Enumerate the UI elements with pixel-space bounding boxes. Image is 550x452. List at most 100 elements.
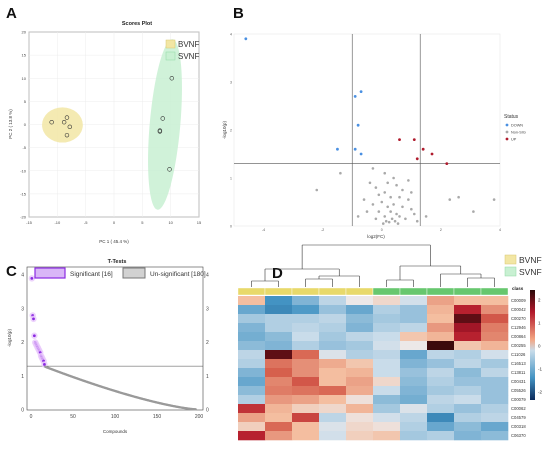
heatmap-cell bbox=[454, 386, 482, 396]
x-tick-label: -10 bbox=[54, 220, 61, 225]
heatmap-cell bbox=[454, 323, 482, 333]
nonsig-point bbox=[386, 181, 389, 185]
heatmap-cell bbox=[400, 341, 428, 351]
heatmap-cell bbox=[481, 422, 509, 432]
heatmap-cell bbox=[292, 350, 320, 360]
heatmap-cell bbox=[373, 422, 401, 432]
nonsig-point bbox=[377, 210, 381, 213]
class-bar-bvnf bbox=[237, 287, 266, 296]
heatmap-cell bbox=[238, 386, 266, 396]
x-tick-label: -5 bbox=[84, 220, 88, 225]
heatmap-cell bbox=[319, 305, 347, 315]
heatmap-cell bbox=[238, 341, 266, 351]
nonsig-point bbox=[315, 188, 319, 192]
heatmap-cell bbox=[292, 368, 320, 378]
heatmap-cell bbox=[265, 368, 293, 378]
x-tick-label: 50 bbox=[70, 414, 76, 420]
heatmap-cell bbox=[265, 386, 293, 396]
nonsig-point bbox=[392, 203, 395, 206]
heatmap-cell bbox=[454, 368, 482, 378]
heatmap-cell bbox=[346, 332, 374, 342]
heatmap-cell bbox=[292, 314, 320, 324]
x-tick-label: 100 bbox=[111, 414, 120, 420]
volcano-legend-down-marker bbox=[505, 123, 509, 127]
heatmap-cell bbox=[238, 305, 266, 315]
nonsig-point bbox=[377, 193, 381, 197]
y-tick-label: 1 bbox=[230, 176, 232, 180]
heatmap-cell bbox=[346, 431, 374, 441]
heatmap-cell bbox=[427, 341, 455, 351]
y-tick-label: 5 bbox=[24, 99, 27, 104]
y-tick-label: 3 bbox=[230, 80, 232, 84]
down-point bbox=[336, 147, 339, 151]
nonsig-point bbox=[381, 222, 385, 225]
heatmap-legend-svnf: SVNF bbox=[519, 267, 542, 277]
nonsig-point bbox=[415, 219, 419, 223]
nonsig-point bbox=[392, 176, 395, 180]
y-tick-label: 2 bbox=[230, 128, 232, 132]
nonsig-point bbox=[393, 219, 397, 223]
heatmap-cell bbox=[292, 296, 320, 306]
t-test-legend-sig: Significant [16] bbox=[70, 271, 113, 278]
y-tick-label: 15 bbox=[22, 53, 27, 58]
t-test-frame bbox=[26, 266, 204, 411]
nonsig-point bbox=[383, 215, 387, 218]
class-bar-svnf bbox=[480, 287, 509, 296]
heatmap-cell bbox=[319, 377, 347, 387]
y-tick-label-left: 1 bbox=[21, 374, 24, 380]
colorbar-tick-label: 0 bbox=[538, 344, 541, 349]
y-tick-label: 0 bbox=[24, 122, 27, 127]
heatmap-cell bbox=[319, 413, 347, 423]
confidence-ellipse-bvnf bbox=[42, 107, 83, 143]
heatmap-cell bbox=[265, 350, 293, 360]
class-bar-svnf bbox=[453, 287, 482, 296]
heatmap-cell bbox=[454, 341, 482, 351]
heatmap-cell bbox=[319, 323, 347, 333]
class-bar-bvnf bbox=[318, 287, 347, 296]
y-tick-label: 4 bbox=[230, 32, 232, 36]
heatmap-cell bbox=[400, 314, 428, 324]
heatmap-cell bbox=[346, 422, 374, 432]
heatmap-cell bbox=[373, 431, 401, 441]
heatmap-cell bbox=[400, 368, 428, 378]
volcano-legend-nonsig: Non-SIG bbox=[511, 131, 526, 135]
up-point bbox=[415, 157, 419, 161]
heatmap-cell bbox=[481, 305, 509, 315]
heatmap: C00009 C00042 C00270 C12946 C00864 C00255 C110… bbox=[237, 244, 542, 441]
nonsig-point bbox=[383, 191, 387, 194]
heatmap-cell bbox=[346, 341, 374, 351]
y-tick-label-left: 4 bbox=[21, 273, 24, 279]
volcano-legend-nonsig-marker bbox=[505, 130, 509, 134]
t-test-legend-sig-swatch bbox=[34, 267, 66, 279]
heatmap-cell bbox=[292, 422, 320, 432]
heatmap-cell bbox=[238, 359, 266, 369]
heatmap-cell bbox=[319, 368, 347, 378]
y-tick-label-right: 3 bbox=[206, 306, 209, 312]
class-bar-bvnf bbox=[291, 287, 320, 296]
x-tick-label: 2 bbox=[440, 228, 442, 232]
data-point-svnf bbox=[160, 116, 165, 121]
significant-point bbox=[32, 317, 35, 321]
colorbar-tick-label: 1 bbox=[538, 321, 541, 326]
volcano-xlabel: log2(FC) bbox=[367, 234, 385, 239]
significant-point bbox=[32, 334, 36, 338]
heatmap-cell bbox=[265, 332, 293, 342]
panel-letter-a: A bbox=[6, 5, 17, 22]
heatmap-cell bbox=[238, 332, 266, 342]
nonsig-point bbox=[371, 167, 375, 170]
heatmap-cell bbox=[427, 368, 455, 378]
class-bar-bvnf bbox=[345, 287, 374, 296]
nonsig-point bbox=[383, 171, 387, 175]
x-tick-label: -15 bbox=[26, 220, 33, 225]
heatmap-cell bbox=[292, 431, 320, 441]
nonsig-point bbox=[362, 198, 366, 201]
up-point bbox=[398, 138, 401, 142]
heatmap-cell bbox=[400, 431, 428, 441]
data-point-bvnf bbox=[67, 124, 73, 130]
heatmap-cell bbox=[346, 413, 374, 423]
heatmap-cell bbox=[319, 386, 347, 396]
nonsig-point bbox=[410, 207, 413, 211]
panel-letter-d: D bbox=[272, 265, 283, 282]
significant-point bbox=[43, 363, 46, 366]
